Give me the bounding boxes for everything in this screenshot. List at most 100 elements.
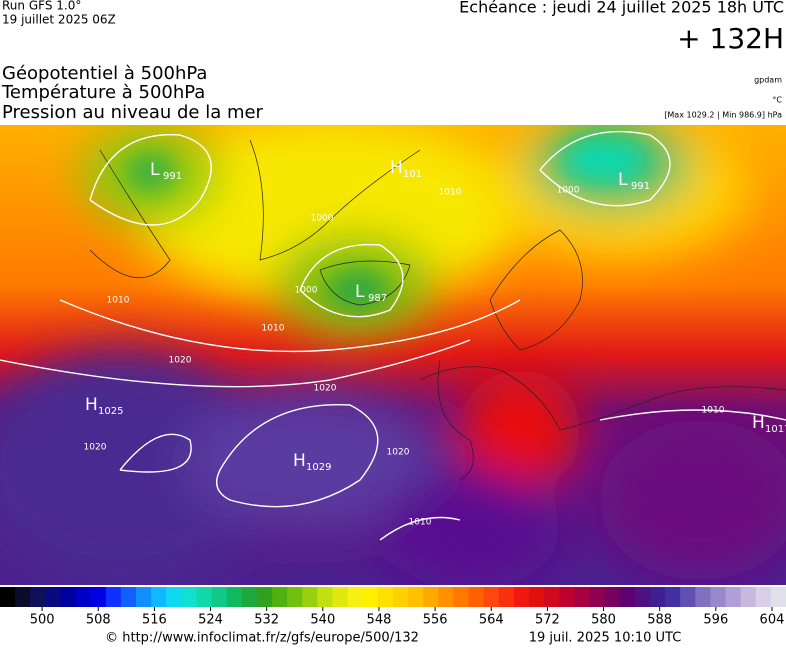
colorbar-swatch [287,587,303,607]
colorbar-swatch [755,587,772,607]
center-value: 991 [631,181,650,192]
colorbar-tick-label: 532 [254,613,279,628]
colorbar-swatch [15,587,31,607]
colorbar-swatch [105,587,122,607]
unit: °C [772,96,782,105]
colorbar-swatch [90,587,107,607]
generated: 19 juil. 2025 10:10 UTC [529,631,682,646]
colorbar-swatch [181,587,197,607]
colorbar-swatch [604,587,621,607]
colorbar-swatch [211,587,228,607]
colorbar-swatch [120,587,137,607]
center-type: H [752,413,765,433]
colorbar-swatch [710,587,727,607]
colorbar-tick-label: 572 [535,613,560,628]
colorbar-swatch [317,587,334,607]
colorbar-swatch [151,587,167,607]
run-date: 19 juillet 2025 06Z [2,13,116,27]
isobar-label: 1010 [439,188,462,198]
center-value: 987 [368,293,387,304]
forecast-time: Echéance : jeudi 24 juillet 2025 18h UTC [459,0,784,17]
center-type: H [390,158,403,178]
colorbar-swatch [725,587,742,607]
colorbar-swatch [332,587,349,607]
colorbar-swatch [649,587,666,607]
colorbar-swatch [256,587,273,607]
colorbar-tick-label: 524 [198,613,223,628]
title: Pression au niveau de la mer [2,102,264,123]
colorbar-tick-label: 596 [703,613,728,628]
colorbar-swatch [695,587,711,607]
center-type: L [150,160,160,180]
colorbar-swatch [770,587,786,607]
colorbar-swatch [347,587,364,607]
colorbar-swatch [498,587,515,607]
colorbar-tick-label: 604 [760,613,785,628]
colorbar-swatch [589,587,606,607]
colorbar-swatch [468,587,485,607]
colorbar-swatch [619,587,636,607]
colorbar-swatch [226,587,243,607]
colorbar-tick-label: 556 [423,613,448,628]
colorbar-swatch [680,587,696,607]
center-type: H [85,395,98,415]
colorbar-tick-label: 508 [86,613,111,628]
colorbar-swatch [453,587,470,607]
center-value: 1025 [98,406,123,417]
colorbar-swatch [166,587,182,607]
colorbar-swatch [483,587,500,607]
colorbar-swatch [529,587,545,607]
colorbar-tick-label: 500 [30,613,55,628]
colorbar-swatch [513,587,530,607]
colorbar-swatch [241,587,258,607]
center-type: H [293,451,306,471]
colorbar: 500 508 516 524 532 540 548 556 564 572 580 588 596 6… [0,587,786,628]
colorbar-swatch [60,587,77,607]
colorbar-tick-label: 588 [647,613,672,628]
colorbar-swatch [408,587,424,607]
title: Géopotentiel à 500hPa [2,63,207,84]
center-value: 991 [163,171,182,182]
colorbar-tick-label: 548 [367,613,392,628]
colorbar-swatch [634,587,651,607]
colorbar-swatch [272,587,288,607]
center-value: 1017 [765,424,786,435]
source: © http://www.infoclimat.fr/z/gfs/europe/… [105,631,419,646]
map [0,125,786,585]
isobar-label: 1010 [262,324,285,334]
run: Run GFS 1.0° [2,0,81,13]
colorbar-tick-label: 540 [310,613,335,628]
colorbar-swatch [559,587,575,607]
colorbar-swatch [45,587,61,607]
colorbar-tick-label: 564 [479,613,504,628]
isobar-label: 1020 [169,356,192,366]
isobar-label: 1020 [84,443,107,453]
unit: gpdam [754,76,782,85]
colorbar-swatch [438,587,454,607]
colorbar-swatch [362,587,379,607]
colorbar-swatch [423,587,439,607]
center-type: L [618,170,628,190]
unit: [Max 1029.2 | Min 986.9] hPa [664,111,782,120]
isobar-label: 1010 [107,296,130,306]
isobar-label: 1010 [409,518,432,528]
center-value: 101 [403,169,422,180]
colorbar-tick-label: 516 [142,613,167,628]
colorbar-swatch [740,587,757,607]
isobar-label: 1020 [314,384,337,394]
colorbar-tick-label: 580 [591,613,616,628]
colorbar-swatch [544,587,560,607]
isobar-label: 1010 [702,406,725,416]
colorbar-swatch [302,587,318,607]
lead-time: + 132H [677,22,784,55]
colorbar-swatch [377,587,394,607]
colorbar-swatch [136,587,152,607]
colorbar-swatch [30,587,46,607]
isobar-label: 1000 [295,286,318,296]
title: Température à 500hPa [1,82,205,103]
colorbar-swatch [574,587,590,607]
colorbar-swatch [196,587,213,607]
isobar-label: 1000 [557,186,580,196]
colorbar-swatch [393,587,409,607]
